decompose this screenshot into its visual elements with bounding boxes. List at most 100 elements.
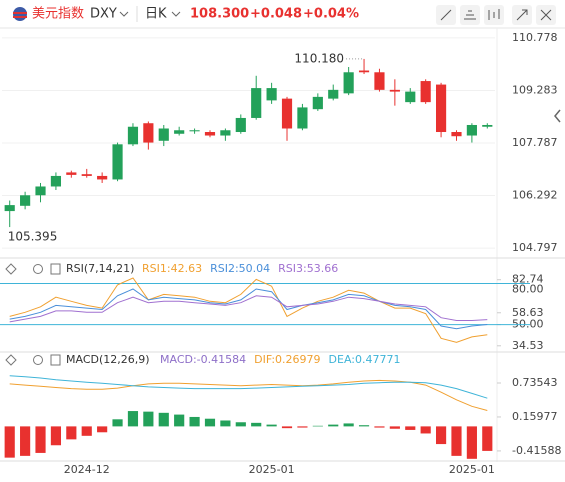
macd-bar: [204, 418, 216, 427]
macd-bar: [389, 426, 400, 429]
symbol[interactable]: DXY: [90, 7, 117, 22]
macd-bar: [343, 423, 354, 427]
macd-bar: [189, 416, 200, 427]
min-label: 105.395: [8, 230, 58, 244]
legend-entry: RSI1:42.63: [142, 262, 202, 275]
macd-bar: [35, 426, 46, 453]
y-tick-label: 82.74: [512, 273, 544, 286]
macd-bar: [97, 426, 108, 433]
candle-body: [451, 132, 462, 137]
macd-bar: [50, 426, 62, 446]
candle-body: [466, 124, 477, 136]
instrument-name[interactable]: 美元指数: [32, 7, 84, 22]
candle-body: [328, 89, 339, 99]
draw-icon: [440, 9, 452, 21]
candle-body: [343, 72, 354, 94]
indicator-icon: [464, 10, 476, 20]
y-tick-label: 34.53: [512, 339, 544, 352]
y-tick-label: 104.797: [512, 241, 558, 254]
candle-body: [251, 88, 262, 118]
y-tick-label: 0.73543: [512, 376, 558, 389]
macd-bar: [374, 426, 385, 428]
candle-body: [204, 132, 216, 136]
candle-body: [312, 96, 323, 110]
x-tick-label: 2025-01: [449, 463, 495, 476]
eye-icon[interactable]: [5, 354, 17, 366]
macd-line: [9, 375, 488, 399]
candle-body: [35, 186, 46, 196]
macd-bar: [112, 419, 123, 427]
macd-bar: [81, 426, 92, 436]
info-icon[interactable]: [50, 354, 61, 366]
macd-bar: [358, 425, 370, 427]
x-tick-label: 2024-12: [64, 463, 110, 476]
x-tick-label: 2025-01: [249, 463, 295, 476]
candle-body: [235, 117, 246, 133]
y-tick-label: 107.787: [512, 136, 558, 149]
macd-bar: [66, 426, 77, 440]
header: 美元指数 DXY 日K 108.300 +0.048 +0.04%: [13, 5, 556, 25]
candle-body: [97, 175, 108, 180]
eye-icon[interactable]: [5, 263, 17, 275]
macd-bar: [420, 426, 431, 434]
macd-bar: [220, 420, 231, 427]
rsi-title: RSI(7,14,21): [66, 262, 134, 275]
rsi-line: [9, 295, 488, 323]
fullscreen-icon: [516, 9, 528, 21]
candle-body: [482, 124, 493, 127]
macd-title: MACD(12,26,9): [66, 353, 150, 366]
y-tick-label: 80.00: [512, 283, 544, 296]
period[interactable]: 日K: [145, 7, 167, 22]
legend-entry: RSI2:50.04: [210, 262, 270, 275]
y-tick-label: -0.41588: [512, 444, 561, 457]
candle-body: [50, 175, 62, 187]
max-label: 110.180: [294, 51, 344, 65]
collapse-arrow[interactable]: [554, 109, 561, 123]
y-tick-label: 110.778: [512, 31, 558, 44]
candle-body: [374, 72, 385, 90]
close-icon: [540, 9, 552, 21]
macd-bar: [297, 426, 308, 428]
candle-body: [143, 123, 154, 143]
legend-entry: MACD:-0.41584: [160, 353, 246, 366]
candle-body: [4, 205, 15, 212]
rsi-line: [9, 288, 488, 330]
y-tick-label: 106.292: [512, 189, 558, 202]
legend-entry: DIF:0.26979: [254, 353, 320, 366]
macd-bar: [127, 411, 139, 427]
y-tick-label: 58.63: [512, 306, 544, 319]
rsi-line: [9, 277, 488, 343]
candle-body: [174, 130, 185, 134]
macd-bar: [235, 422, 246, 427]
change-percent: +0.04%: [303, 7, 359, 22]
price: 108.300: [190, 7, 249, 22]
macd-bar: [405, 426, 416, 430]
info-icon[interactable]: [50, 263, 61, 275]
macd-bar: [466, 426, 477, 459]
legend-entry: RSI3:53.66: [278, 262, 338, 275]
macd-bar: [435, 426, 447, 445]
candle-body: [127, 126, 139, 145]
settings-icon[interactable]: [33, 355, 43, 365]
candle-body: [420, 81, 431, 103]
macd-bar: [312, 425, 323, 427]
macd-bar: [174, 414, 185, 427]
y-tick-label: 0.15977: [512, 410, 558, 423]
candle-body: [281, 98, 293, 129]
candle-body: [435, 84, 447, 133]
candle-body: [112, 144, 123, 180]
candle-body: [389, 89, 400, 92]
macd-bar: [4, 426, 15, 458]
candle-body: [405, 91, 416, 103]
candle-body: [358, 70, 370, 73]
period-caret[interactable]: [171, 11, 181, 17]
flag-stripe: [13, 12, 27, 14]
candle-body: [20, 195, 31, 206]
settings-icon[interactable]: [33, 264, 43, 274]
change: +0.048: [250, 7, 302, 22]
macd-bar: [328, 424, 339, 427]
symbol-caret[interactable]: [119, 11, 129, 17]
candle-body: [81, 174, 92, 176]
flag-stripe: [13, 16, 27, 18]
